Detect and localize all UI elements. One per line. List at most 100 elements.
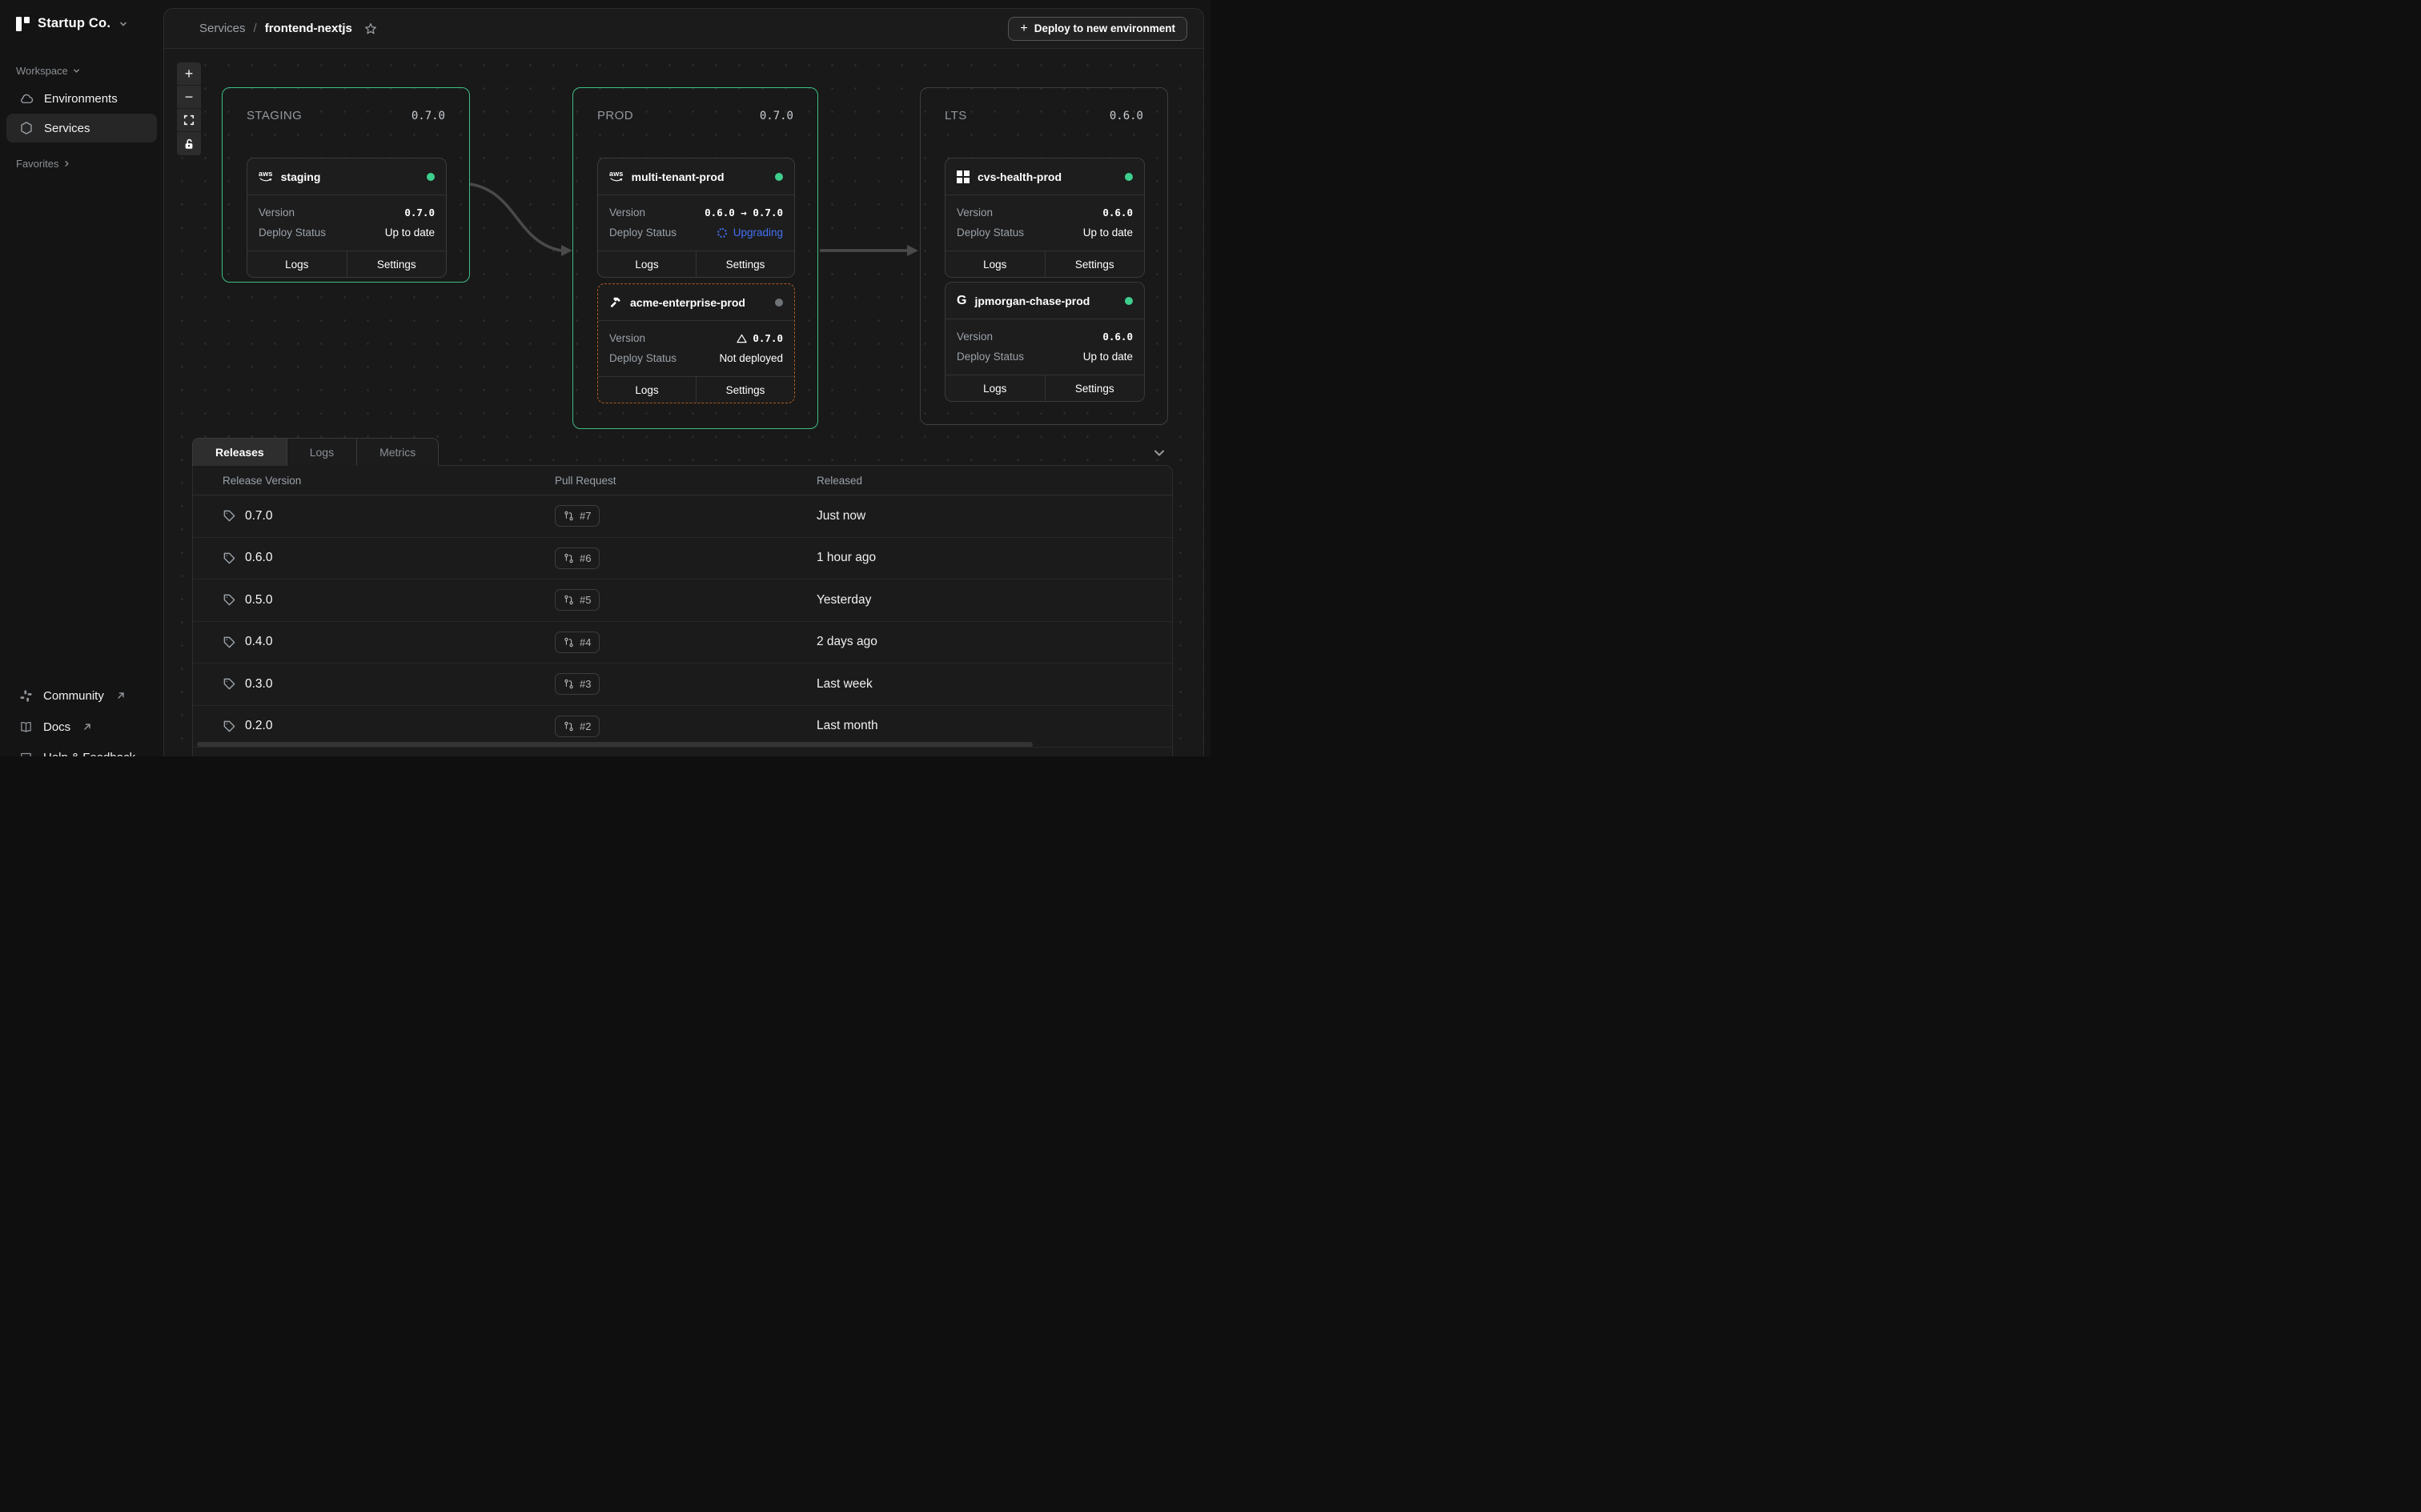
- slack-icon: [19, 689, 33, 703]
- grid-icon: [957, 170, 970, 183]
- settings-button[interactable]: Settings: [697, 251, 794, 277]
- service-card-multi-tenant-prod[interactable]: aws multi-tenant-prod Version 0.6.0 → 0.…: [597, 158, 795, 278]
- sidebar-item-help-feedback[interactable]: Help & Feedback: [6, 744, 157, 756]
- release-version: 0.5.0: [245, 593, 272, 608]
- service-card-jpmorgan-chase-prod[interactable]: G jpmorgan-chase-prod Version 0.6.0 Depl…: [945, 282, 1145, 402]
- sidebar: Startup Co. Workspace Environments Servi…: [0, 0, 163, 756]
- environment-card-prod[interactable]: PROD 0.7.0 aws multi-tenant-prod Version…: [572, 87, 818, 429]
- logs-button[interactable]: Logs: [247, 251, 347, 277]
- tag-icon: [223, 593, 236, 607]
- status-dot-healthy: [775, 173, 783, 181]
- sidebar-item-docs[interactable]: Docs: [6, 713, 157, 740]
- tag-icon: [223, 677, 236, 691]
- spinner-icon: [717, 228, 727, 238]
- zoom-in-button[interactable]: +: [177, 62, 201, 86]
- deploy-status-value: Up to date: [1083, 351, 1133, 363]
- logs-button[interactable]: Logs: [946, 375, 1046, 401]
- cloud-icon: [19, 91, 34, 106]
- workspace-section-toggle[interactable]: Workspace: [16, 65, 81, 77]
- service-name: jpmorgan-chase-prod: [974, 295, 1117, 307]
- external-link-icon: [82, 722, 92, 732]
- pull-request-badge[interactable]: #2: [555, 716, 600, 737]
- release-row[interactable]: 0.4.0 #4 2 days ago: [193, 622, 1172, 664]
- sidebar-item-environments[interactable]: Environments: [6, 84, 157, 113]
- environment-card-lts[interactable]: LTS 0.6.0 cvs-health-prod Version 0.6.0 …: [920, 87, 1168, 425]
- chevron-right-icon: [62, 159, 71, 168]
- release-version: 0.4.0: [245, 635, 272, 649]
- tab-releases[interactable]: Releases: [193, 439, 287, 466]
- sidebar-item-services[interactable]: Services: [6, 114, 157, 142]
- release-row[interactable]: 0.5.0 #5 Yesterday: [193, 580, 1172, 622]
- pull-request-badge[interactable]: #7: [555, 505, 600, 527]
- pull-request-badge[interactable]: #4: [555, 632, 600, 653]
- company-logo: [16, 17, 30, 31]
- deploy-status-label: Deploy Status: [957, 351, 1024, 363]
- release-version: 0.7.0: [245, 509, 272, 523]
- git-pull-request-icon: [564, 637, 574, 648]
- sidebar-item-community[interactable]: Community: [6, 682, 157, 709]
- pull-request-badge[interactable]: #6: [555, 547, 600, 569]
- favorites-section-toggle[interactable]: Favorites: [16, 158, 71, 170]
- version-label: Version: [957, 207, 993, 219]
- release-row[interactable]: 0.6.0 #6 1 hour ago: [193, 538, 1172, 580]
- favorite-star-icon[interactable]: [363, 22, 378, 36]
- sidebar-item-label: Docs: [43, 720, 70, 734]
- breadcrumb-parent[interactable]: Services: [199, 22, 246, 35]
- settings-button[interactable]: Settings: [347, 251, 447, 277]
- version-value: 0.6.0: [1102, 331, 1133, 343]
- deploy-status-value[interactable]: Upgrading: [733, 227, 783, 239]
- settings-button[interactable]: Settings: [697, 377, 794, 403]
- released-time: 1 hour ago: [817, 551, 876, 564]
- service-card-cvs-health-prod[interactable]: cvs-health-prod Version 0.6.0 Deploy Sta…: [945, 158, 1145, 278]
- release-row[interactable]: 0.3.0 #3 Last week: [193, 664, 1172, 706]
- release-row[interactable]: 0.7.0 #7 Just now: [193, 495, 1172, 538]
- tab-metrics[interactable]: Metrics: [357, 439, 438, 466]
- settings-button[interactable]: Settings: [1046, 375, 1145, 401]
- pull-request-badge[interactable]: #3: [555, 673, 600, 695]
- settings-button[interactable]: Settings: [1046, 251, 1145, 277]
- version-value: 0.7.0: [404, 207, 435, 219]
- deploy-status-value: Up to date: [385, 227, 435, 239]
- collapse-panel-button[interactable]: [1151, 445, 1167, 465]
- git-pull-request-icon: [564, 511, 574, 521]
- logs-button[interactable]: Logs: [598, 251, 697, 277]
- version-value: 0.6.0 → 0.7.0: [705, 207, 783, 219]
- status-dot-healthy: [1125, 173, 1133, 181]
- column-release-version: Release Version: [223, 475, 301, 487]
- chevron-down-icon: [1151, 445, 1167, 461]
- tab-logs[interactable]: Logs: [287, 439, 357, 466]
- pull-request-number: #4: [580, 636, 591, 648]
- environment-version: 0.7.0: [760, 110, 793, 122]
- zoom-out-button[interactable]: −: [177, 86, 201, 109]
- status-dot-healthy: [1125, 297, 1133, 305]
- deploy-status-value: Up to date: [1083, 227, 1133, 239]
- environment-card-staging[interactable]: STAGING 0.7.0 aws staging Version 0.7.0 …: [222, 87, 470, 283]
- deploy-status-value: Not deployed: [719, 352, 783, 364]
- service-card-acme-enterprise-prod[interactable]: acme-enterprise-prod Version 0.7.0 Deplo…: [597, 283, 795, 403]
- service-name: multi-tenant-prod: [632, 170, 767, 183]
- service-card-staging[interactable]: aws staging Version 0.7.0 Deploy Status …: [247, 158, 447, 278]
- released-time: Last month: [817, 719, 878, 732]
- workspace-name: Startup Co.: [38, 16, 110, 31]
- hammer-icon: [609, 296, 622, 309]
- lock-open-icon: [183, 138, 195, 150]
- tag-icon: [223, 509, 236, 523]
- pull-request-number: #7: [580, 510, 591, 522]
- pull-request-number: #6: [580, 552, 591, 564]
- git-pull-request-icon: [564, 553, 574, 563]
- logs-button[interactable]: Logs: [946, 251, 1046, 277]
- fit-view-button[interactable]: [177, 109, 201, 132]
- releases-table: Release Version Pull Request Released 0.…: [192, 465, 1173, 756]
- aws-icon: aws: [259, 171, 273, 181]
- favorites-label: Favorites: [16, 158, 58, 170]
- sidebar-item-label: Services: [44, 122, 90, 135]
- horizontal-scrollbar[interactable]: [197, 742, 1033, 747]
- workspace-switcher[interactable]: Startup Co.: [16, 16, 128, 31]
- lock-toggle-button[interactable]: [177, 132, 201, 155]
- tag-icon: [223, 551, 236, 565]
- canvas-toolbar: + −: [177, 62, 201, 155]
- deploy-status-label: Deploy Status: [609, 227, 677, 239]
- logs-button[interactable]: Logs: [598, 377, 697, 403]
- pull-request-badge[interactable]: #5: [555, 589, 600, 611]
- deploy-to-new-environment-button[interactable]: + Deploy to new environment: [1008, 17, 1187, 41]
